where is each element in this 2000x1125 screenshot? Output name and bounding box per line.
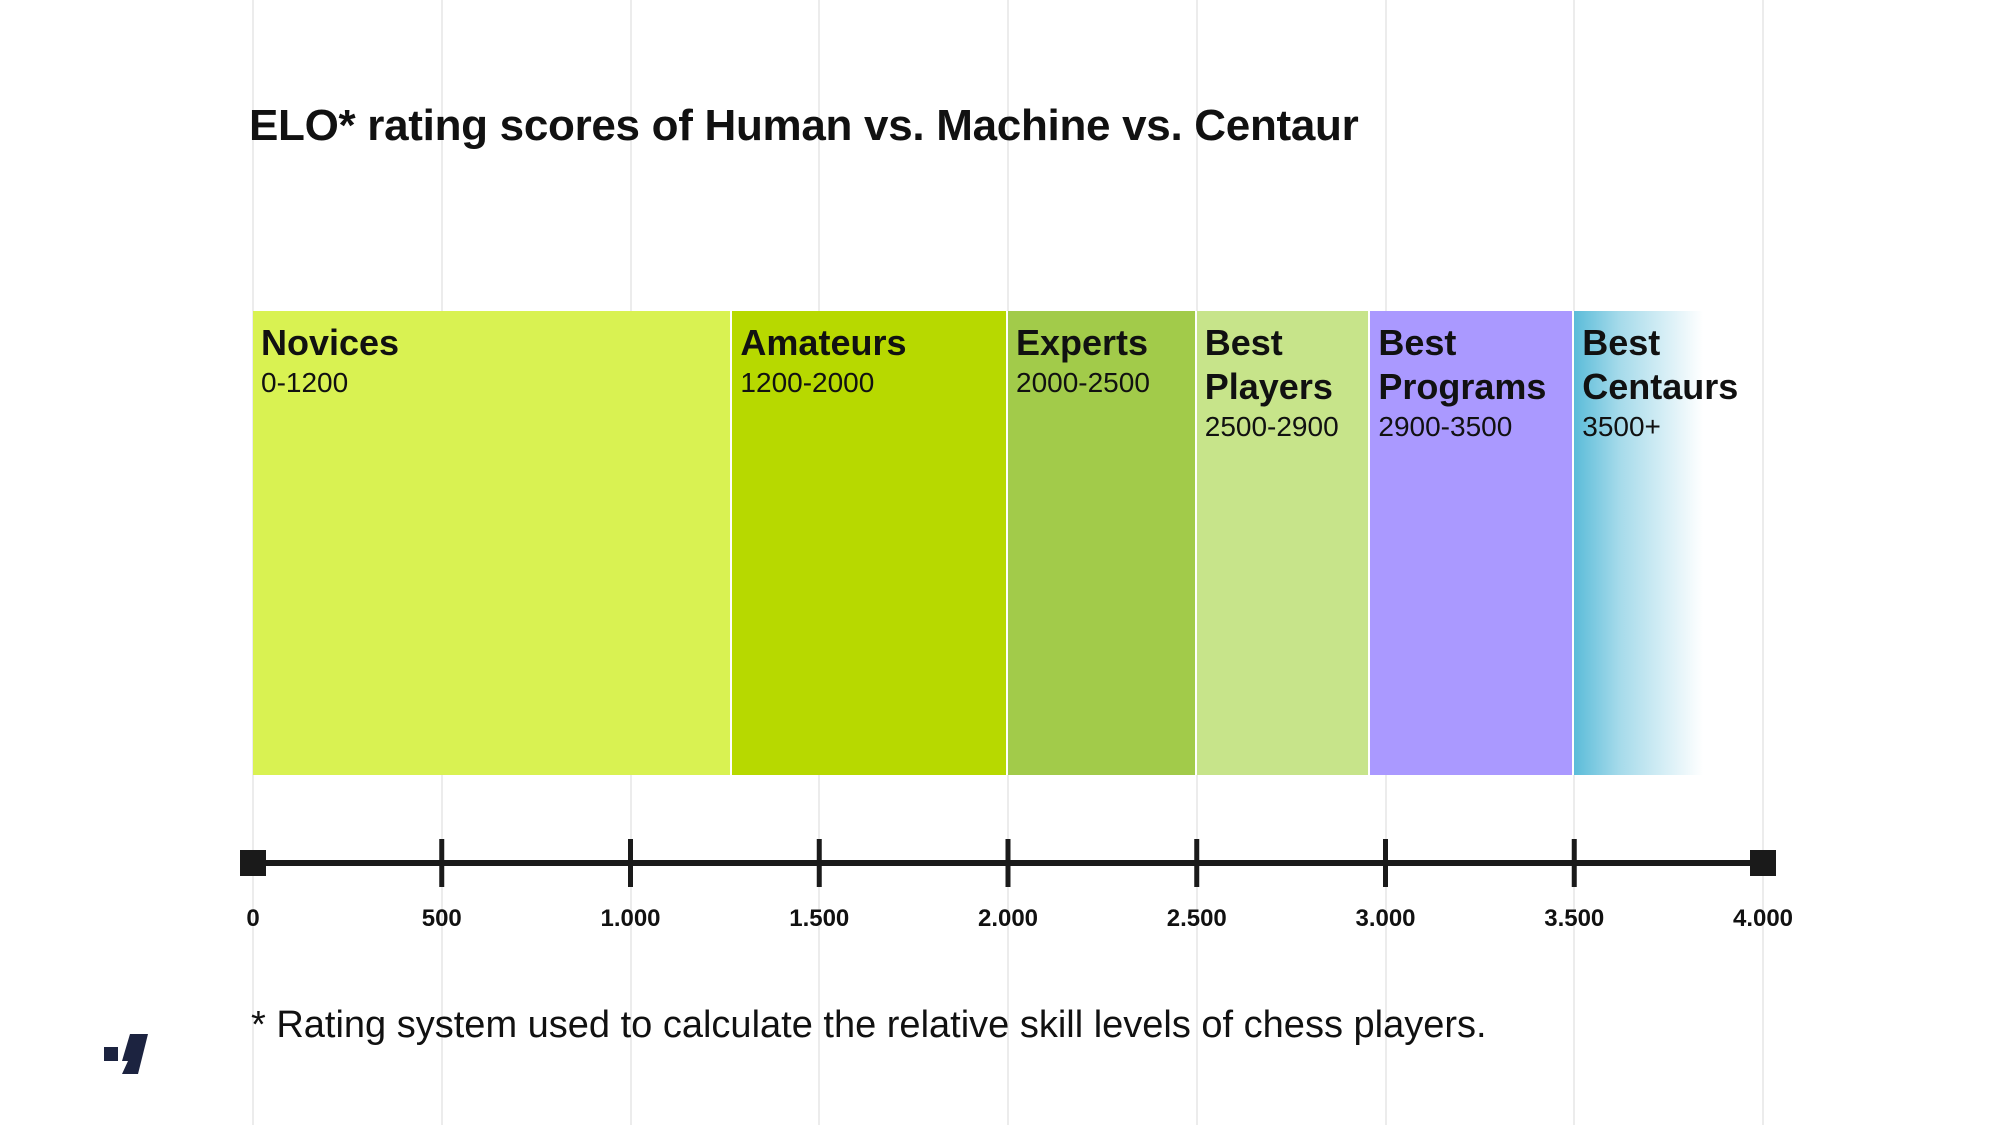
band-label: Amateurs [740,322,907,363]
x-tick-label: 3.500 [1544,905,1605,932]
band-label: Novices [261,322,400,363]
band-range: 2900-3500 [1378,411,1513,442]
band-novices: Novices 0-1200 [253,311,733,775]
axis-start-cap [240,850,266,876]
band-best-programs: Best Programs 2900-3500 [1370,311,1575,775]
band-label: Best Players [1204,322,1333,407]
gridline [1762,0,1764,1125]
band-best-centaurs: Best Centaurs 3500+ [1574,311,1738,775]
chart-title: ELO* rating scores of Human vs. Machine … [249,101,1359,150]
band-amateurs: Amateurs 1200-2000 [732,311,1008,775]
x-tick-label: 2.000 [977,905,1039,932]
x-tick-label: 0 [246,905,260,932]
brand-logo-icon [104,1034,148,1074]
band-range: 2500-2900 [1204,411,1339,442]
band-label: Experts [1016,322,1149,363]
footnote: * Rating system used to calculate the re… [251,1004,1487,1046]
x-tick-label: 1.500 [789,905,850,932]
band-range: 0-1200 [261,367,349,398]
x-tick-label: 500 [421,905,462,932]
band-best-players: Best Players 2500-2900 [1196,311,1371,775]
x-tick-label: 2.500 [1166,905,1227,932]
band-experts: Experts 2000-2500 [1008,311,1197,775]
axis-end-cap [1750,850,1776,876]
band-range: 1200-2000 [740,367,875,398]
band-label: Best Centaurs [1582,322,1739,407]
band-range: 2000-2500 [1016,367,1150,398]
x-tick-label: 3.000 [1355,905,1416,932]
x-tick-label: 4.000 [1732,905,1794,932]
band-label: Best Programs [1378,322,1547,407]
x-tick-label: 1.000 [600,905,661,932]
band-range: 3500+ [1582,411,1661,442]
